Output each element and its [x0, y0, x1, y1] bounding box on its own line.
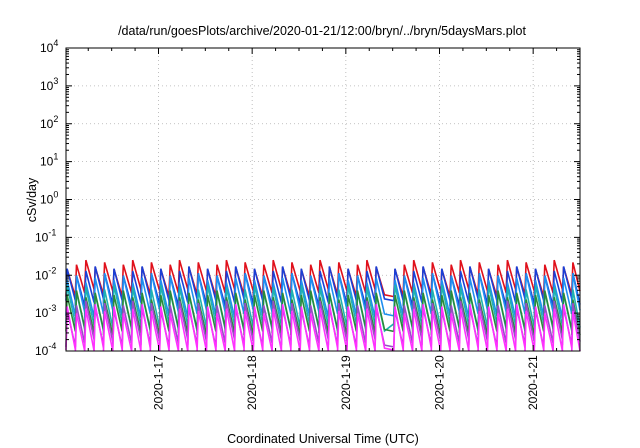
series-group — [65, 259, 581, 352]
y-tick-label: 10-4 — [35, 341, 56, 358]
x-axis: 2020-1-17 2020-1-18 2020-1-19 2020-1-20 2020… — [87, 48, 558, 410]
y-tick-label: 100 — [40, 190, 58, 207]
y-tick-label: 101 — [40, 152, 58, 169]
x-tick-label: 2020-1-19 — [339, 355, 353, 410]
y-tick-label: 104 — [40, 38, 58, 55]
x-tick-label: 2020-1-20 — [432, 355, 446, 410]
x-tick-label: 2020-1-17 — [151, 355, 165, 410]
y-axis-label: cSv/day — [25, 177, 39, 222]
chart-title: /data/run/goesPlots/archive/2020-01-21/1… — [118, 24, 526, 38]
y-tick-label: 10-2 — [35, 265, 56, 282]
y-tick-label: 10-1 — [35, 227, 56, 244]
y-tick-label: 103 — [40, 76, 58, 93]
y-tick-label: 102 — [40, 114, 58, 131]
y-tick-label: 10-3 — [35, 303, 56, 320]
x-axis-label: Coordinated Universal Time (UTC) — [227, 432, 419, 446]
x-tick-label: 2020-1-21 — [526, 355, 540, 410]
x-tick-label: 2020-1-18 — [245, 355, 259, 410]
